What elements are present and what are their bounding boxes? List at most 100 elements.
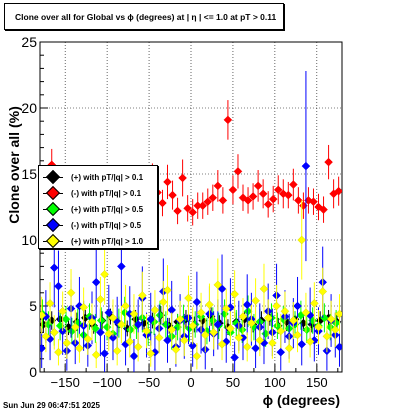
data-point (179, 335, 189, 345)
x-tick-label: 50 (226, 375, 240, 390)
data-point (326, 314, 336, 324)
data-point (334, 186, 342, 196)
data-point (58, 306, 68, 316)
data-point (243, 306, 253, 316)
data-point (276, 326, 286, 336)
data-point (61, 314, 71, 324)
data-point (184, 293, 193, 303)
data-point (230, 289, 239, 299)
y-axis-label: Clone over all (%) (6, 106, 22, 224)
data-point (230, 353, 239, 362)
legend-label: (-) with pT/|q| > 0.1 (71, 188, 142, 198)
data-point (203, 197, 213, 207)
data-point (302, 325, 312, 335)
data-point (297, 339, 307, 349)
legend-marker-icon (43, 233, 63, 249)
legend-item: (+) with pT/|q| > 1.0 (43, 233, 157, 249)
data-point (335, 342, 342, 352)
data-point (322, 332, 332, 341)
data-point (91, 324, 100, 333)
data-point (133, 342, 143, 352)
data-point (49, 263, 59, 273)
y-tick-label: 15 (21, 166, 37, 182)
data-point (288, 316, 298, 325)
data-point (198, 201, 208, 211)
chart-title: Clone over all for Global vs ϕ (degrees)… (15, 11, 277, 22)
data-point (263, 200, 273, 209)
data-point (137, 291, 147, 300)
data-point (223, 115, 233, 125)
legend-marker-icon (43, 201, 63, 217)
y-tick-label: 20 (21, 100, 37, 116)
data-point (45, 299, 55, 308)
data-point (221, 304, 231, 313)
data-point (167, 325, 177, 335)
data-point (163, 177, 172, 187)
data-point (54, 347, 63, 357)
series-4 (40, 200, 342, 370)
x-axis-label: ϕ (degrees) (262, 392, 340, 408)
data-point (255, 335, 265, 345)
data-point (263, 313, 273, 323)
data-point (273, 321, 282, 331)
y-tick-label: 0 (29, 364, 37, 380)
data-point (309, 299, 319, 308)
data-point (70, 322, 80, 332)
legend-item: (-) with pT/|q| > 0.5 (43, 217, 157, 233)
data-point (208, 316, 218, 325)
x-tick-label: −100 (92, 375, 121, 390)
data-point (330, 325, 340, 335)
data-point (87, 317, 97, 327)
data-point (173, 206, 182, 216)
y-tick-label: 10 (21, 232, 37, 248)
legend-label: (+) with pT/|q| > 0.5 (71, 204, 144, 214)
data-point (268, 338, 277, 348)
data-point (213, 181, 223, 191)
data-point (168, 190, 177, 200)
data-point (284, 343, 294, 353)
data-point (297, 235, 307, 245)
data-point (228, 185, 238, 195)
data-point (96, 328, 105, 337)
data-point (314, 322, 323, 332)
data-point (301, 161, 311, 171)
data-point (117, 320, 126, 329)
data-point (129, 351, 139, 361)
data-point (268, 194, 278, 204)
data-point (200, 330, 210, 340)
legend-label: (-) with pT/|q| > 0.5 (71, 220, 142, 230)
data-point (142, 326, 151, 336)
data-point (213, 280, 223, 290)
legend-marker-icon (43, 169, 63, 185)
data-point (129, 309, 139, 319)
data-point (112, 346, 122, 356)
data-point (54, 281, 63, 291)
data-point (100, 349, 109, 358)
data-point (243, 196, 253, 205)
data-point (283, 190, 293, 200)
data-point (41, 332, 51, 341)
data-point (91, 277, 101, 287)
data-point (163, 335, 172, 345)
data-point (40, 343, 47, 353)
data-point (96, 295, 105, 304)
chart-title-box: Clone over all for Global vs ϕ (degrees)… (4, 3, 284, 30)
data-point (117, 262, 126, 271)
data-point (248, 192, 258, 201)
data-point (335, 309, 342, 319)
data-point (120, 308, 130, 317)
data-point (158, 297, 168, 307)
data-point (238, 312, 248, 321)
data-point (234, 333, 244, 343)
legend-label: (+) with pT/|q| > 0.1 (71, 172, 144, 182)
data-point (319, 205, 328, 214)
data-point (188, 321, 198, 331)
data-point (208, 193, 218, 203)
data-point (196, 308, 206, 317)
data-point (83, 334, 93, 344)
data-point (96, 316, 106, 325)
data-point (154, 333, 164, 343)
data-point (247, 318, 256, 328)
data-point (253, 181, 263, 191)
data-point (242, 342, 252, 352)
